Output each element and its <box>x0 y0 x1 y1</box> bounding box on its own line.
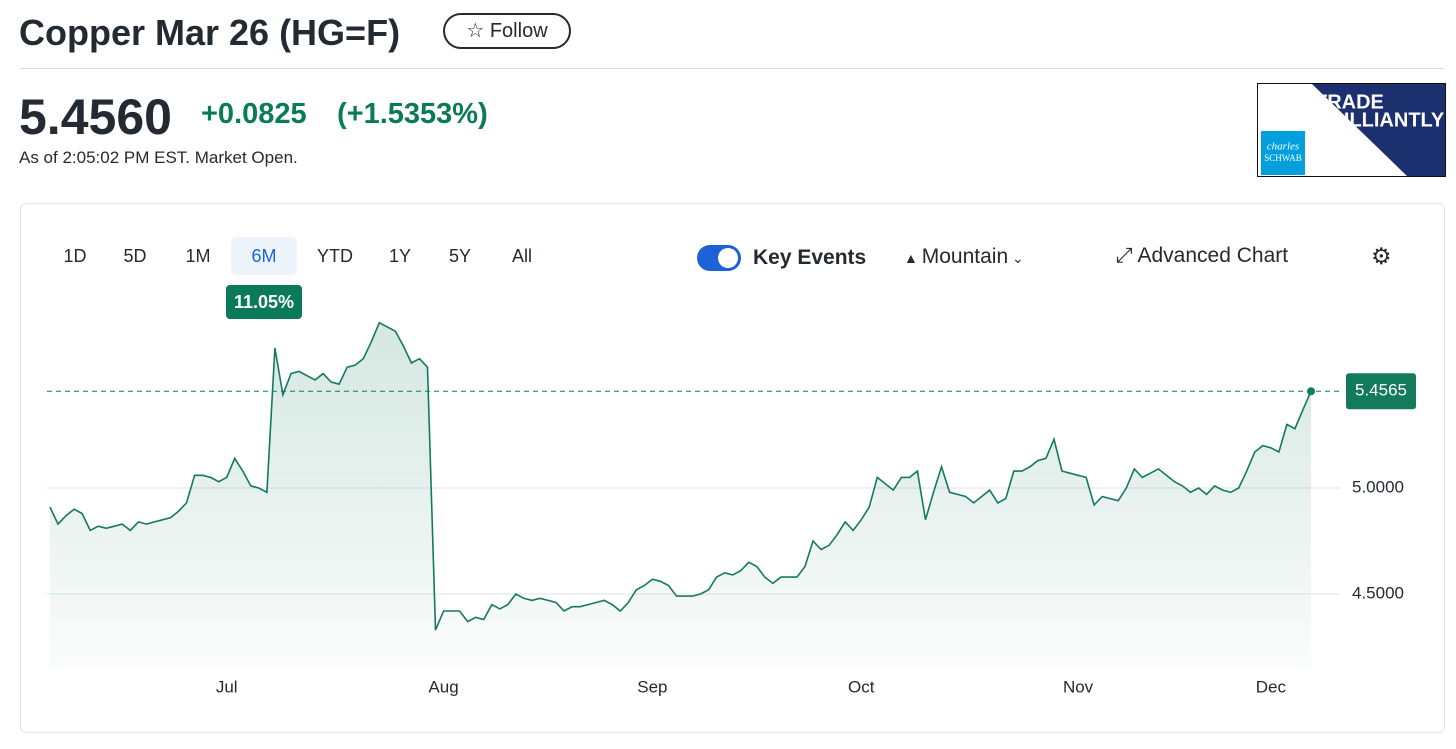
line <box>49 321 1312 631</box>
price-change: +0.0825 <box>201 98 307 130</box>
range-tab[interactable]: 1D <box>63 246 87 266</box>
range-tab[interactable]: All <box>511 246 532 266</box>
expand-icon: ⤢ <box>1116 244 1138 267</box>
y-tick-label: 4.5000 <box>1352 584 1404 603</box>
advanced-chart-label: Advanced Chart <box>1137 244 1289 267</box>
range-tab[interactable]: 6M <box>231 237 297 275</box>
x-tick-label: Aug <box>428 677 458 696</box>
ad-line2: BRILLIANTLY <box>1315 109 1445 131</box>
follow-icon: ☆ <box>466 20 490 42</box>
separator <box>19 68 1445 69</box>
chart-style-label: Mountain <box>921 245 1009 268</box>
ad-logo <box>1261 131 1305 175</box>
ad-brand1: charles <box>1267 141 1299 153</box>
x-tick-label: Nov <box>1063 677 1094 696</box>
range-tab[interactable]: 5Y <box>448 246 472 266</box>
key-events-toggle[interactable] <box>697 245 741 271</box>
ad-brand2: SCHWAB <box>1264 153 1302 163</box>
price-change-percent: (+1.5353%) <box>337 98 488 130</box>
price: 5.4560 <box>19 89 172 145</box>
settings-icon[interactable]: ⚙ <box>1371 243 1392 269</box>
x-tick-label: Jul <box>216 677 238 696</box>
last-price-badge <box>1346 373 1416 410</box>
ad-band <box>1312 84 1445 176</box>
follow-button[interactable]: ☆ Follow <box>443 13 571 49</box>
quote-title: Copper Mar 26 (HG=F) <box>19 12 401 53</box>
toggle-knob <box>718 248 738 268</box>
y-tick-label: 5.0000 <box>1352 478 1404 497</box>
x-tick-label: Sep <box>637 677 667 696</box>
area <box>50 322 1311 668</box>
ad[interactable]: TRADE BRILLIANTLY charles SCHWAB <box>1257 83 1446 177</box>
advanced-chart-button[interactable]: ⤢ Advanced Chart <box>1116 244 1288 268</box>
range-tab[interactable]: YTD <box>317 246 353 266</box>
mountain-icon: ▲ <box>904 250 922 266</box>
range-tab[interactable]: 1Y <box>388 246 412 266</box>
ad-line1: TRADE <box>1315 91 1384 113</box>
dropdown-caret: ⌄ <box>1008 250 1024 266</box>
x-tick-label: Oct <box>848 677 875 696</box>
range-change-badge: 11.05% <box>226 285 302 319</box>
last-point <box>1307 387 1315 396</box>
range-tab[interactable]: 1M <box>185 246 211 266</box>
range-tab[interactable]: 5D <box>123 246 147 266</box>
key-events-label: Key Events <box>753 246 867 269</box>
follow-label: Follow <box>489 20 548 42</box>
last-price-label: 5.4565 <box>1355 381 1407 400</box>
chart-style-menu[interactable]: ▲ Mountain ⌄ <box>904 245 1024 269</box>
as-of: As of 2:05:02 PM EST. Market Open. <box>19 148 298 167</box>
x-tick-label: Dec <box>1256 677 1287 696</box>
chart-card <box>20 203 1445 733</box>
